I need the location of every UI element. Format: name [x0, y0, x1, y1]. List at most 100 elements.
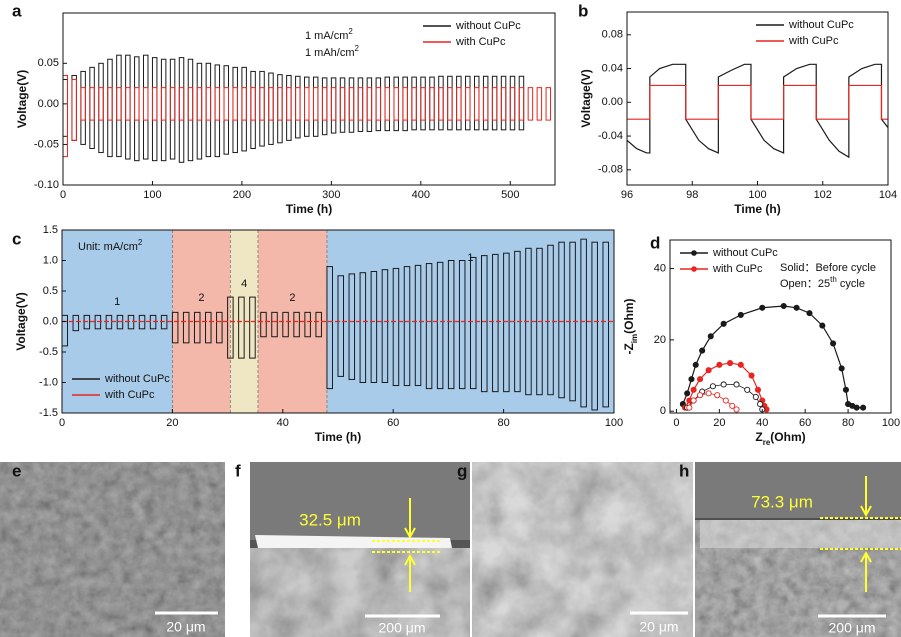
marker [752, 393, 759, 400]
annotation: 1 mAh/cm2 [305, 44, 360, 59]
y-tick-label: -0.5 [39, 346, 58, 358]
oscillation [403, 266, 411, 387]
x-axis-label: Zre(Ohm) [755, 430, 805, 446]
oscillation [337, 275, 345, 377]
legend-label: without CuPc [788, 19, 854, 31]
marker [716, 361, 723, 368]
region-label: 2 [198, 292, 204, 304]
oscillation [116, 87, 122, 121]
marker [759, 304, 766, 311]
oscillation [482, 75, 489, 131]
legend-marker [691, 266, 697, 272]
panel-b: 96 98 100 102 104 -0.08 -0.04 0.00 0.04 0.08 Time … [578, 1, 897, 216]
sem-layer [700, 520, 901, 548]
oscillation [268, 87, 274, 121]
oscillation [602, 241, 609, 408]
oscillation [216, 311, 223, 344]
oscillation [134, 87, 140, 121]
oscillation [429, 87, 435, 121]
oscillation [259, 70, 265, 147]
oscillation [357, 87, 364, 121]
x-tick-label: 100 [605, 417, 623, 429]
sem-texture [472, 462, 693, 637]
oscillation [402, 76, 408, 132]
region-label: 1 [467, 252, 473, 264]
marker [690, 386, 697, 393]
oscillation [232, 66, 238, 154]
oscillation [71, 79, 77, 141]
x-tick-label: 0 [60, 189, 66, 201]
region-label: 4 [241, 278, 247, 290]
oscillation [232, 87, 238, 121]
label-part: Open：25 [780, 278, 830, 290]
marker [709, 383, 716, 390]
marker [696, 376, 704, 383]
marker [705, 390, 712, 397]
x-tick-label: 0 [59, 417, 65, 429]
marker [720, 381, 727, 388]
oscillation [558, 241, 565, 399]
label-part: 2 [355, 44, 360, 53]
marker [838, 365, 845, 372]
annotation: Solid：Before cycle [780, 262, 876, 274]
legend-label: without CuPc [104, 373, 170, 385]
label-part: Unit: mA/cm [78, 241, 138, 253]
label-part: Z [755, 430, 762, 444]
oscillation [271, 311, 278, 338]
oscillation [89, 66, 95, 149]
oscillation [107, 87, 113, 121]
legend-label: with CuPc [788, 35, 839, 47]
oscillation [503, 252, 510, 393]
label-part: 2 [348, 27, 353, 36]
x-tick-label: 60 [799, 417, 811, 429]
plot-area [63, 54, 555, 163]
oscillation [94, 314, 102, 330]
oscillation [105, 314, 113, 330]
oscillation [169, 58, 176, 160]
y-tick-label: 0.00 [602, 96, 623, 108]
arrow-head [404, 553, 416, 566]
oscillation [447, 75, 453, 131]
oscillation [473, 75, 480, 131]
scale-bars [155, 611, 886, 618]
label-part: im [630, 334, 639, 343]
y-tick-label: -0.10 [34, 179, 59, 191]
oscillation [71, 74, 77, 141]
oscillation [465, 75, 471, 131]
oscillation [348, 273, 356, 380]
y-tick-label: 1.5 [43, 224, 58, 236]
oscillation [339, 87, 346, 121]
oscillation [83, 314, 91, 330]
oscillation [196, 87, 203, 121]
panel-label: d [650, 233, 660, 252]
marker [684, 390, 691, 397]
oscillation [420, 87, 426, 121]
plot-area [679, 302, 867, 413]
oscillation [138, 314, 146, 330]
oscillation [187, 58, 194, 162]
sem-background [250, 462, 470, 540]
panel-c: 1 2 4 2 1 0 20 40 60 80 100 -1.5 -1.0 -0.5 0.0 0.5 1.0 1.… [12, 224, 623, 444]
oscillation [295, 75, 301, 139]
oscillation [241, 66, 247, 152]
marker [830, 340, 837, 347]
panel-label: g [457, 461, 467, 480]
oscillation [63, 79, 68, 137]
thickness-markers [372, 476, 901, 592]
thickness-label: 32.5 μm [299, 510, 361, 529]
oscillation [80, 70, 86, 145]
oscillation [465, 87, 471, 121]
oscillation [545, 87, 552, 121]
scale-label: 200 μm [829, 620, 876, 636]
panel-label: h [679, 461, 689, 480]
x-tick-label: 98 [686, 189, 698, 201]
panel-label: a [12, 1, 22, 20]
x-tick-label: 300 [322, 189, 340, 201]
oscillation [447, 260, 455, 390]
oscillation [149, 314, 157, 330]
oscillation [134, 56, 140, 162]
oscillation [214, 64, 221, 158]
oscillation [241, 87, 247, 121]
oscillation [500, 75, 507, 131]
oscillation [393, 76, 399, 132]
